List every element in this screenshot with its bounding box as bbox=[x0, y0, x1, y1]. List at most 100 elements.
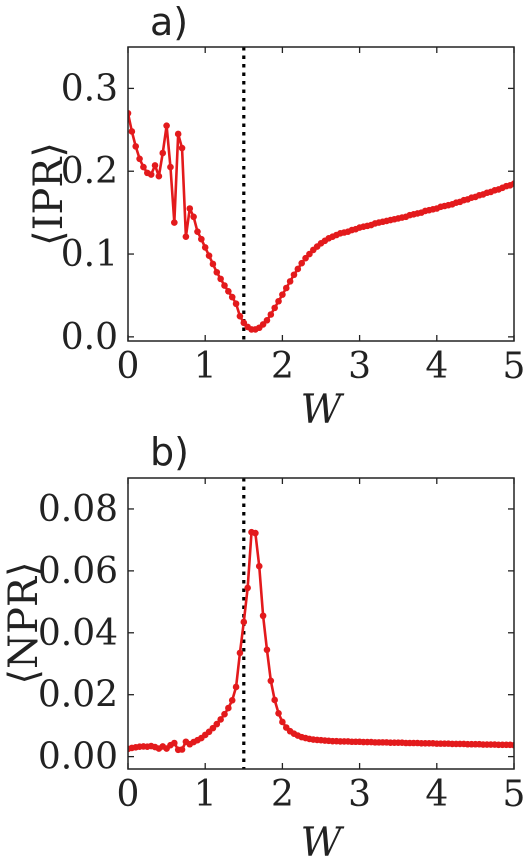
x-tick-label-b: 1 bbox=[194, 774, 217, 815]
data-point-a bbox=[194, 228, 201, 235]
data-point-a bbox=[128, 109, 132, 117]
data-point-a bbox=[132, 143, 140, 150]
y-tick-label-b: 0.06 bbox=[38, 551, 118, 592]
data-point-a bbox=[228, 293, 236, 301]
data-point-b bbox=[510, 741, 514, 749]
data-point-b bbox=[267, 677, 275, 685]
data-point-a bbox=[147, 171, 155, 178]
data-point-a bbox=[167, 163, 174, 171]
data-point-b bbox=[171, 739, 178, 747]
data-point-a bbox=[263, 316, 271, 324]
data-point-b bbox=[275, 709, 282, 717]
data-point-a bbox=[159, 149, 167, 157]
x-tick-label-a: 4 bbox=[425, 346, 448, 387]
data-point-a bbox=[267, 311, 275, 318]
y-axis-label-a: ⟨IPR⟩ bbox=[26, 142, 72, 246]
x-tick-label-b: 0 bbox=[117, 774, 140, 815]
data-point-a bbox=[259, 321, 267, 328]
data-point-b bbox=[244, 584, 251, 592]
x-tick-label-a: 5 bbox=[503, 346, 526, 387]
data-point-a bbox=[290, 271, 298, 279]
data-point-b bbox=[213, 720, 221, 728]
y-tick-label-a: 0.0 bbox=[61, 317, 118, 358]
data-point-a bbox=[298, 259, 306, 267]
data-point-a bbox=[286, 278, 294, 285]
data-point-a bbox=[221, 282, 228, 289]
data-point-a bbox=[236, 312, 244, 320]
y-axis-label-b: ⟨NPR⟩ bbox=[1, 561, 47, 684]
data-point-a bbox=[151, 162, 159, 169]
plot-area-b bbox=[128, 478, 514, 769]
data-point-a bbox=[275, 297, 282, 305]
panel-b: b) ⟨NPR⟩ W 0 1 2 3 4 5 0.00 0.02 0.04 0.06 0.08 bbox=[1, 430, 525, 866]
data-point-a bbox=[186, 205, 194, 212]
x-tick-label-a: 2 bbox=[271, 346, 294, 387]
data-point-a bbox=[201, 244, 209, 251]
data-point-a bbox=[198, 235, 205, 243]
data-point-a bbox=[510, 180, 514, 187]
ticks-b bbox=[127, 478, 515, 769]
data-point-b bbox=[232, 683, 240, 691]
data-point-a bbox=[302, 254, 309, 262]
data-point-a bbox=[171, 219, 178, 226]
data-point-b bbox=[228, 696, 236, 704]
data-point-a bbox=[136, 155, 143, 163]
data-point-b bbox=[221, 710, 228, 718]
data-point-b bbox=[263, 646, 271, 654]
plot-frame-b bbox=[127, 477, 515, 770]
data-point-b bbox=[178, 746, 186, 753]
x-tick-label-b: 4 bbox=[425, 774, 448, 815]
x-tick-label-a: 0 bbox=[117, 346, 140, 387]
data-point-a bbox=[155, 172, 163, 180]
plot-clip-a bbox=[128, 47, 514, 341]
data-point-a bbox=[294, 265, 302, 273]
data-point-a bbox=[174, 130, 182, 138]
data-point-a bbox=[217, 275, 224, 283]
data-point-a bbox=[128, 128, 136, 135]
data-point-a bbox=[306, 250, 313, 258]
data-point-a bbox=[232, 300, 240, 308]
x-axis-label-b: W bbox=[300, 820, 344, 866]
data-point-a bbox=[163, 122, 170, 129]
data-point-a bbox=[205, 252, 213, 259]
data-point-a bbox=[182, 233, 190, 240]
x-tick-label-b: 5 bbox=[503, 774, 526, 815]
plot-clip-b bbox=[128, 478, 514, 769]
data-point-b bbox=[255, 562, 263, 570]
x-tick-label-a: 3 bbox=[348, 346, 371, 387]
x-tick-label-a: 1 bbox=[194, 346, 217, 387]
data-point-b bbox=[217, 716, 224, 723]
plot-area-a bbox=[128, 47, 514, 341]
data-point-b bbox=[279, 718, 286, 726]
data-point-b bbox=[236, 649, 244, 657]
x-tick-label-b: 2 bbox=[271, 774, 294, 815]
y-tick-label-a: 0.2 bbox=[61, 151, 118, 192]
panel-label-b: b) bbox=[150, 430, 189, 474]
data-point-a bbox=[271, 304, 278, 312]
data-point-a bbox=[190, 213, 197, 221]
y-tick-label-a: 0.3 bbox=[61, 68, 118, 109]
data-point-b bbox=[252, 529, 259, 537]
panel-label-a: a) bbox=[150, 0, 188, 44]
data-point-a bbox=[225, 288, 232, 295]
data-point-a bbox=[240, 319, 248, 327]
y-tick-label-b: 0.02 bbox=[38, 675, 118, 716]
data-point-a bbox=[178, 144, 186, 152]
y-tick-label-a: 0.1 bbox=[61, 234, 118, 275]
tick-labels-b: 0 1 2 3 4 5 0.00 0.02 0.04 0.06 0.08 bbox=[38, 489, 526, 815]
x-axis-label-a: W bbox=[300, 387, 344, 433]
data-point-b bbox=[271, 696, 278, 704]
panel-a: a) ⟨IPR⟩ W 0 1 2 3 4 5 0.0 0.1 0.2 0.3 bbox=[26, 0, 525, 433]
data-point-a bbox=[282, 284, 290, 292]
y-tick-label-b: 0.08 bbox=[38, 489, 118, 530]
series-line-b bbox=[128, 530, 514, 752]
tick-labels-a: 0 1 2 3 4 5 0.0 0.1 0.2 0.3 bbox=[61, 68, 526, 387]
data-point-a bbox=[279, 291, 286, 298]
series-line-a bbox=[128, 112, 514, 331]
data-point-a bbox=[213, 268, 221, 276]
data-point-b bbox=[240, 618, 248, 626]
data-point-b bbox=[225, 704, 232, 712]
y-tick-label-b: 0.00 bbox=[38, 737, 118, 778]
data-point-a bbox=[140, 163, 147, 171]
data-point-b bbox=[259, 612, 267, 620]
